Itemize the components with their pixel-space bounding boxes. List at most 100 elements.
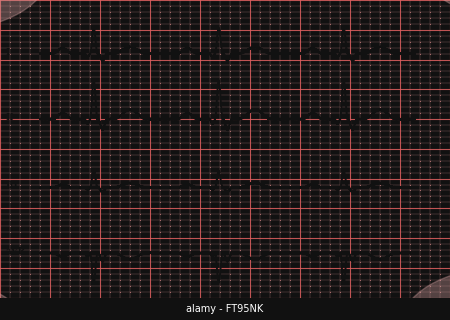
- Point: [286, 242, 293, 247]
- Point: [36, 247, 44, 252]
- Point: [306, 99, 314, 104]
- Point: [117, 123, 124, 128]
- Point: [67, 164, 74, 169]
- Point: [366, 259, 373, 264]
- Point: [86, 188, 94, 193]
- Point: [106, 99, 113, 104]
- Point: [376, 218, 383, 223]
- Point: [366, 242, 373, 247]
- Point: [76, 229, 84, 235]
- Point: [236, 134, 243, 140]
- Point: [226, 69, 234, 74]
- Point: [337, 271, 344, 276]
- Point: [306, 164, 314, 169]
- Point: [67, 277, 74, 282]
- Point: [106, 158, 113, 163]
- Point: [186, 33, 194, 38]
- Point: [126, 134, 134, 140]
- Point: [366, 105, 373, 110]
- Point: [416, 247, 423, 252]
- Point: [427, 229, 434, 235]
- Point: [236, 194, 243, 199]
- Point: [126, 140, 134, 145]
- Point: [256, 283, 264, 288]
- Point: [326, 200, 333, 205]
- Point: [326, 277, 333, 282]
- Point: [286, 99, 293, 104]
- Text: alamy - FT95NK: alamy - FT95NK: [186, 304, 264, 314]
- Point: [76, 21, 84, 26]
- Point: [236, 188, 243, 193]
- Point: [106, 164, 113, 169]
- Point: [356, 152, 364, 157]
- Point: [67, 45, 74, 50]
- Point: [126, 182, 134, 187]
- Point: [86, 289, 94, 294]
- Point: [176, 21, 184, 26]
- Point: [106, 123, 113, 128]
- Point: [56, 9, 63, 14]
- Point: [366, 140, 373, 145]
- Point: [416, 45, 423, 50]
- Point: [36, 123, 44, 128]
- Point: [427, 99, 434, 104]
- Point: [236, 69, 243, 74]
- Point: [387, 45, 394, 50]
- Point: [427, 170, 434, 175]
- Point: [376, 128, 383, 133]
- Point: [157, 188, 164, 193]
- Point: [117, 9, 124, 14]
- Point: [387, 99, 394, 104]
- Point: [166, 188, 174, 193]
- Point: [157, 75, 164, 80]
- Point: [286, 158, 293, 163]
- Point: [256, 15, 264, 20]
- Point: [27, 9, 34, 14]
- Point: [6, 81, 14, 86]
- Point: [186, 194, 194, 199]
- Point: [157, 289, 164, 294]
- Point: [166, 218, 174, 223]
- Point: [276, 75, 284, 80]
- Point: [36, 277, 44, 282]
- Point: [176, 253, 184, 259]
- Point: [236, 99, 243, 104]
- Point: [16, 200, 23, 205]
- Point: [376, 140, 383, 145]
- Point: [316, 4, 324, 9]
- Point: [337, 253, 344, 259]
- Point: [356, 271, 364, 276]
- Point: [306, 105, 314, 110]
- Point: [36, 21, 44, 26]
- Point: [67, 271, 74, 276]
- Point: [427, 194, 434, 199]
- Point: [176, 283, 184, 288]
- Point: [216, 289, 224, 294]
- Point: [36, 69, 44, 74]
- Point: [316, 21, 324, 26]
- Point: [67, 158, 74, 163]
- Point: [16, 140, 23, 145]
- Point: [266, 229, 274, 235]
- Point: [27, 51, 34, 56]
- Point: [326, 224, 333, 229]
- Point: [186, 45, 194, 50]
- Point: [36, 152, 44, 157]
- Point: [136, 69, 144, 74]
- Point: [406, 45, 414, 50]
- Point: [56, 105, 63, 110]
- Point: [16, 158, 23, 163]
- Point: [416, 93, 423, 98]
- Point: [56, 15, 63, 20]
- Point: [286, 134, 293, 140]
- Point: [157, 242, 164, 247]
- Point: [266, 75, 274, 80]
- Point: [86, 81, 94, 86]
- Point: [207, 259, 214, 264]
- Point: [86, 242, 94, 247]
- Point: [326, 110, 333, 116]
- Point: [136, 289, 144, 294]
- Point: [86, 99, 94, 104]
- Point: [117, 128, 124, 133]
- Point: [306, 4, 314, 9]
